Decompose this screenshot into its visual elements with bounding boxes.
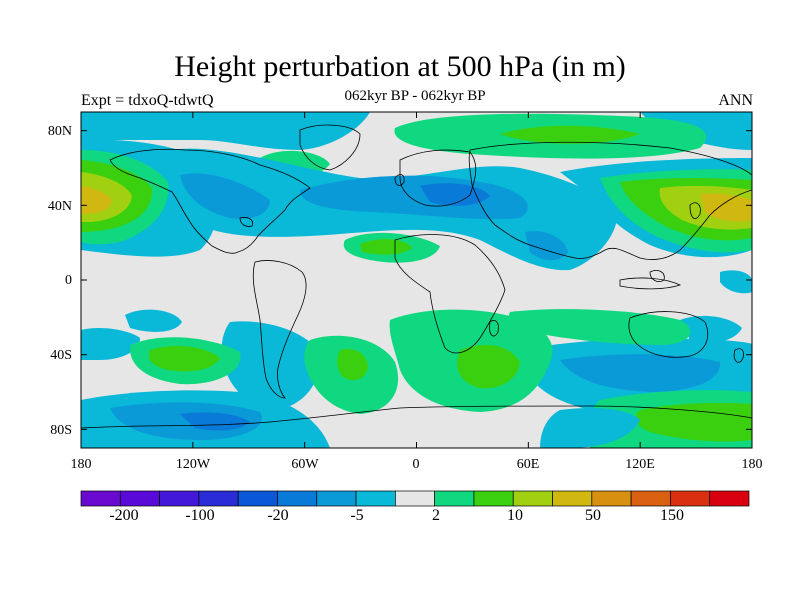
colorbar-label: 10 bbox=[507, 507, 523, 524]
colorbar-label: -5 bbox=[350, 507, 364, 524]
period-label: 062kyr BP - 062kyr BP bbox=[344, 88, 486, 104]
colorbar-box bbox=[434, 490, 475, 507]
colorbar-box bbox=[473, 490, 514, 507]
colorbar bbox=[80, 490, 750, 507]
colorbar-box bbox=[316, 490, 357, 507]
colorbar-box bbox=[355, 490, 396, 507]
longitude-ticks bbox=[80, 112, 753, 448]
lon-label-120w: 120W bbox=[175, 457, 211, 472]
contour-fields bbox=[81, 112, 752, 448]
antarctic-field bbox=[81, 390, 640, 448]
colorbar-label: 150 bbox=[660, 507, 684, 524]
lon-label-60e: 60E bbox=[516, 457, 540, 472]
north-atlantic-eurasia-negative bbox=[168, 148, 618, 271]
map-title: Height perturbation at 500 hPa (in m) bbox=[174, 50, 626, 83]
east-asia-positive-region bbox=[560, 158, 752, 258]
colorbar-box bbox=[591, 490, 632, 507]
colorbar-box bbox=[277, 490, 318, 507]
colorbar-box bbox=[670, 490, 711, 507]
experiment-label: Expt = tdxoQ-tdwtQ bbox=[81, 92, 214, 109]
colorbar-box bbox=[395, 490, 435, 507]
colorbar-label: -200 bbox=[109, 507, 139, 524]
colorbar-box bbox=[159, 490, 200, 507]
colorbar-label: 2 bbox=[432, 507, 440, 524]
coastlines bbox=[81, 124, 752, 429]
tropical-negative-patches bbox=[125, 270, 752, 332]
lon-label-180w: 180 bbox=[70, 457, 92, 472]
colorbar-box bbox=[709, 490, 750, 507]
colorbar-box bbox=[552, 490, 593, 507]
lat-label-80n: 80N bbox=[47, 124, 72, 139]
colorbar-label: -20 bbox=[267, 507, 289, 524]
colorbar-box bbox=[198, 490, 239, 507]
colorbar-label: -100 bbox=[185, 507, 215, 524]
lon-label-180e: 180 bbox=[741, 457, 763, 472]
colorbar-box bbox=[630, 490, 671, 507]
season-label: ANN bbox=[718, 92, 753, 109]
subtropical-atlantic-positive bbox=[343, 232, 440, 263]
lon-label-120e: 120E bbox=[625, 457, 655, 472]
southern-positive-region bbox=[129, 309, 752, 448]
colorbar-box bbox=[237, 490, 278, 507]
colorbar-box bbox=[119, 490, 160, 507]
colorbar-label: 50 bbox=[585, 507, 601, 524]
lon-label-0: 0 bbox=[412, 457, 420, 472]
lat-label-40n: 40N bbox=[47, 199, 72, 214]
colorbar-box bbox=[512, 490, 553, 507]
lon-label-60w: 60W bbox=[291, 457, 319, 472]
lat-label-80s: 80S bbox=[50, 423, 72, 438]
latitude-ticks bbox=[81, 130, 752, 430]
colorbar-box bbox=[80, 490, 121, 507]
lat-label-equator: 0 bbox=[65, 273, 72, 288]
lat-label-40s: 40S bbox=[50, 348, 72, 363]
